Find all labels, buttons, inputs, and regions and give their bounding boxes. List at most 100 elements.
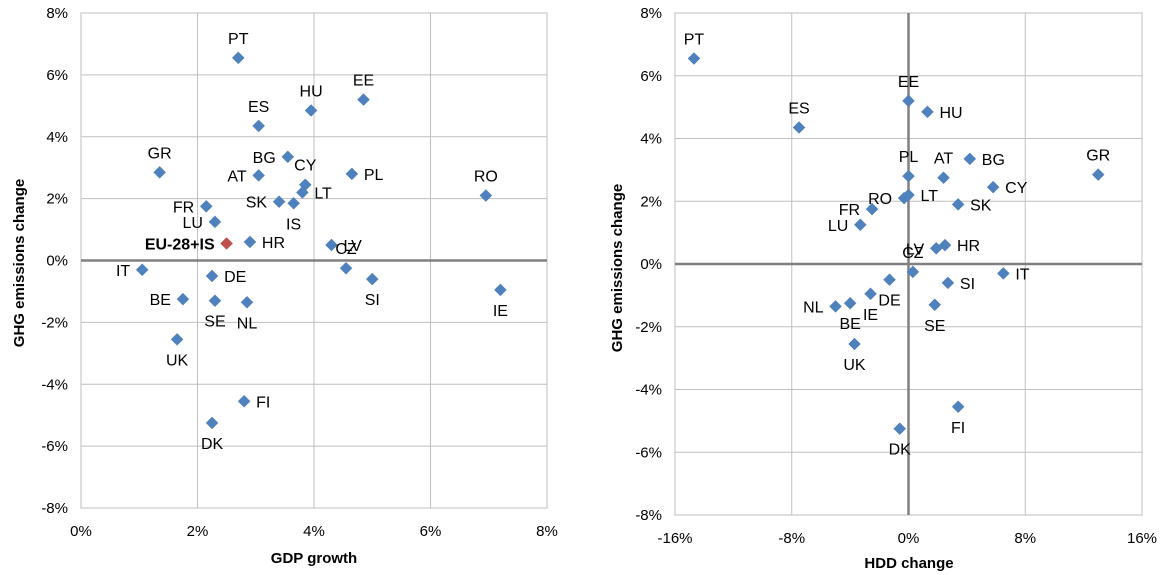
chart-1-y-tick-label: -6%: [635, 444, 662, 461]
chart-1-point-de: [883, 273, 896, 287]
chart-1-x-tick-label: -8%: [778, 530, 805, 547]
chart-1-point-uk: [848, 337, 861, 351]
chart-1-point-pl: [902, 169, 915, 183]
chart-0-point-label: BG: [253, 150, 276, 167]
chart-0-point-label: SI: [365, 292, 380, 309]
chart-1-point-sk: [951, 198, 965, 211]
chart-1-y-tick-label: -2%: [635, 319, 662, 336]
chart-0-point-gr: [153, 165, 166, 179]
chart-1-x-tick-label: 0%: [898, 530, 920, 547]
chart-1-point-lv: [929, 241, 943, 255]
chart-1-x-tick-label: 8%: [1014, 530, 1036, 547]
chart-0-y-tick-label: -6%: [41, 438, 68, 455]
chart-1-y-tick-label: 4%: [640, 131, 662, 148]
chart-0-point-hu: [304, 104, 318, 117]
chart-1-point-label: NL: [803, 299, 824, 316]
chart-1-point-ro: [897, 191, 911, 205]
chart-0-x-tick-label: 4%: [303, 523, 325, 540]
chart-1-y-tick-label: -4%: [635, 382, 662, 399]
chart-0-plot-area: -8% -6% -4% -2% 0% 2% 4% 6% 8% 0% 2% 4% 6% 8% PT EE HU ES…: [41, 5, 558, 540]
chart-1-point-lu: [853, 218, 867, 232]
chart-0-point-label: IS: [286, 216, 301, 233]
chart-0-point-uk: [170, 333, 184, 346]
chart-0-point-label: FR: [173, 199, 194, 216]
chart-0-point-nl: [240, 295, 254, 309]
chart-1-point-pt: [687, 52, 701, 65]
chart-0-y-tick-label: 0%: [46, 253, 68, 270]
chart-0-point-hr: [243, 235, 257, 249]
chart-1-point-label: LT: [921, 188, 939, 205]
chart-1-point-bg: [963, 152, 977, 166]
chart-1-point-label: CY: [1005, 180, 1028, 197]
chart-1-point-label: IE: [863, 307, 878, 324]
chart-0-point-label: IT: [116, 263, 130, 280]
chart-1-point-es: [792, 121, 806, 134]
chart-0-point-ro: [479, 189, 493, 202]
chart-1-y-tick-label: 0%: [640, 256, 662, 273]
chart-1-point-label: GR: [1086, 148, 1110, 165]
chart-0-y-tick-label: -4%: [41, 376, 68, 393]
chart-1-point-label: BG: [982, 152, 1005, 169]
chart-1-point-nl: [829, 300, 842, 313]
chart-1-point-label: SI: [960, 276, 975, 293]
chart-1-point-it: [997, 267, 1010, 280]
chart-0-point-dk: [205, 416, 219, 430]
chart-0-point-label: LU: [183, 215, 203, 232]
chart-0-point-fi: [237, 394, 251, 408]
chart-0-point-label: FI: [256, 394, 270, 411]
chart-0-point-label: CY: [294, 158, 317, 175]
chart-0-point-label: SK: [246, 195, 268, 212]
chart-0-point-label: NL: [237, 315, 258, 332]
chart-0-y-tick-label: 2%: [46, 191, 68, 208]
chart-1-point-label: IT: [1015, 266, 1029, 283]
chart-0-point-pt: [231, 51, 245, 65]
chart-1-point-fr: [865, 202, 879, 216]
chart-0-point-label: UK: [166, 352, 189, 369]
chart-1-point-hu: [921, 105, 934, 119]
chart-1-point-label: ES: [788, 101, 809, 118]
chart-0-point-si: [365, 272, 379, 286]
chart-0-x-axis-title: GDP growth: [271, 550, 357, 567]
chart-1-point-label: EE: [898, 74, 919, 91]
chart-0-point-label: AT: [227, 168, 246, 185]
chart-1-point-ie: [864, 287, 877, 301]
chart-0-point-label: EE: [353, 73, 374, 90]
chart-1-y-tick-label: 6%: [640, 68, 662, 85]
chart-1-y-axis-title: GHG emissions change: [609, 184, 626, 352]
chart-0-x-tick-label: 8%: [536, 523, 558, 540]
chart-0-x-tick-label: 6%: [420, 523, 442, 540]
chart-0-point-es: [252, 119, 266, 133]
chart-1-x-tick-label: 16%: [1127, 530, 1157, 547]
chart-1-point-label: AT: [934, 151, 953, 168]
chart-1-point-fi: [951, 400, 965, 414]
chart-0-point-cz: [339, 261, 353, 275]
chart-0-point-eu-28-is: [220, 237, 233, 250]
chart-1-point-gr: [1091, 168, 1105, 181]
chart-0-point-lu: [208, 215, 222, 229]
chart-0-point-label: CZ: [335, 241, 357, 258]
chart-0-point-ie: [494, 283, 507, 297]
chart-1-point-label: HR: [957, 238, 980, 255]
chart-0-y-tick-label: -2%: [41, 314, 68, 331]
chart-1-point-at: [937, 171, 950, 185]
chart-0-point-label: HR: [262, 235, 285, 252]
chart-1-point-label: SK: [970, 197, 992, 214]
chart-0-x-tick-label: 2%: [187, 523, 209, 540]
chart-0-y-tick-label: -8%: [41, 500, 68, 517]
hdd-scatter-chart: -8% -6% -4% -2% 0% 2% 4% 6% 8% -16% -8% 0% 8% 16% PT ES…: [609, 5, 1157, 572]
chart-0-point-bg: [281, 150, 295, 164]
chart-1-point-label: BE: [839, 316, 860, 333]
chart-1-point-label: UK: [843, 357, 866, 374]
chart-1-point-label: SE: [924, 318, 945, 335]
chart-1-x-tick-label: -16%: [657, 530, 692, 547]
chart-0-point-is: [287, 196, 300, 210]
chart-0-y-tick-label: 4%: [46, 129, 68, 146]
chart-0-point-label: RO: [474, 169, 498, 186]
chart-0-point-lv: [325, 238, 338, 252]
chart-0-point-label: EU-28+IS: [145, 236, 215, 253]
chart-1-point-cy: [986, 180, 1000, 194]
chart-1-plot-area: -8% -6% -4% -2% 0% 2% 4% 6% 8% -16% -8% 0% 8% 16% PT ES…: [635, 5, 1157, 547]
chart-0-point-lt: [295, 186, 309, 199]
chart-0-point-at: [252, 169, 266, 182]
